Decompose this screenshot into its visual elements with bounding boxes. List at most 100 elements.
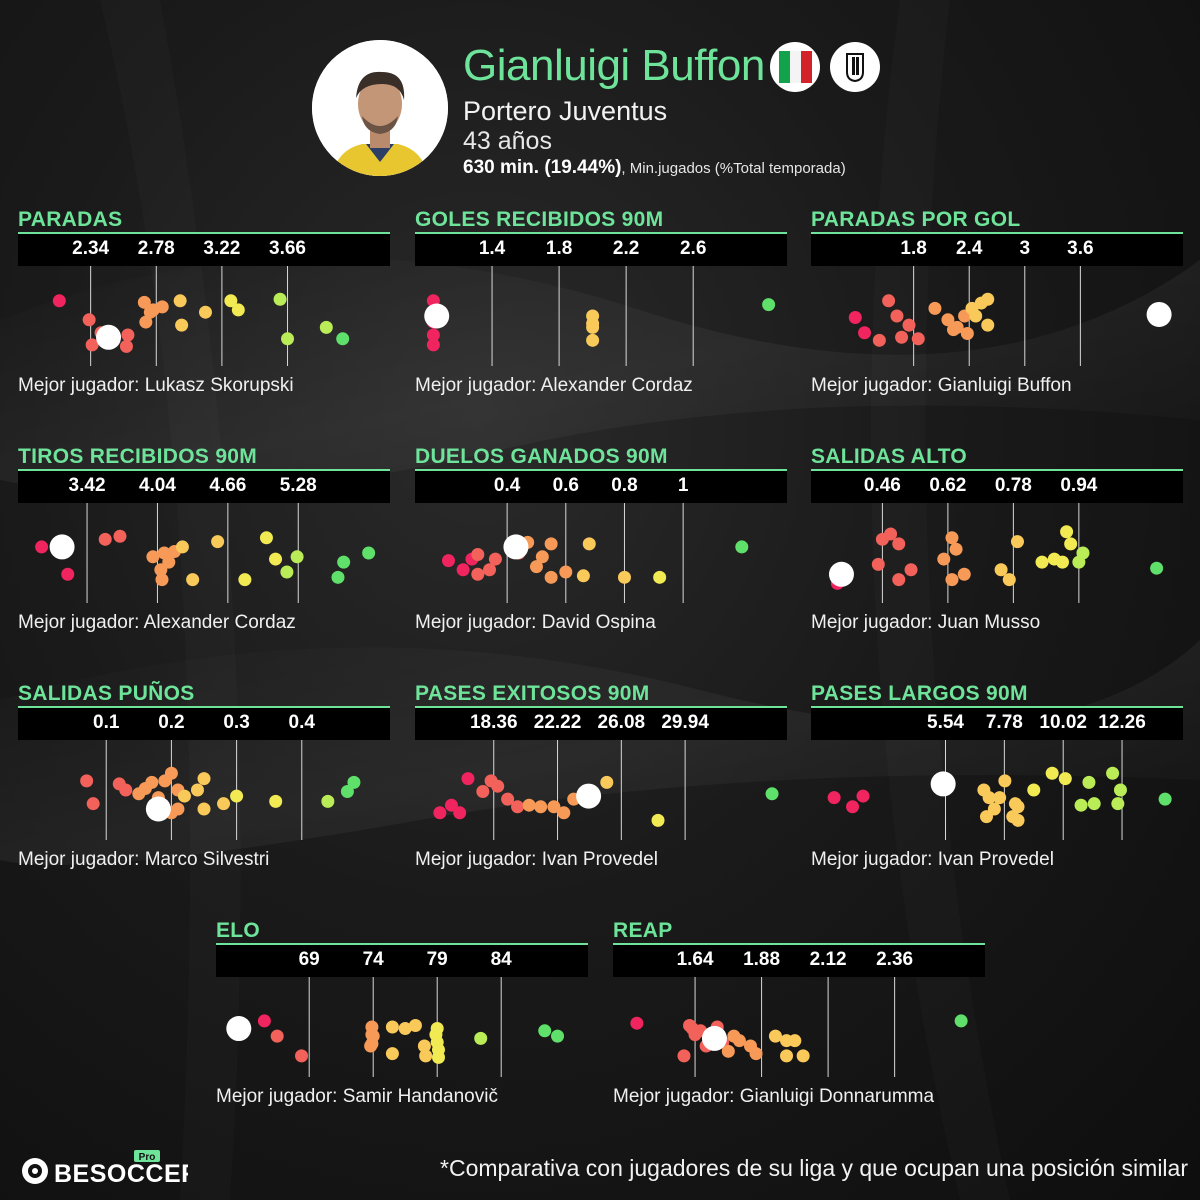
data-point (827, 791, 841, 805)
scatter-plot (35, 503, 376, 603)
panel-reap: REAP 1.64 1.88 2.12 2.36 Mejor jugador: Gianl… (613, 918, 985, 1118)
data-point (224, 294, 238, 308)
data-point (721, 1044, 735, 1058)
tick-bar (811, 234, 1183, 266)
data-point (576, 569, 590, 583)
data-point (780, 1049, 794, 1063)
tick-label: 2.4 (955, 238, 983, 259)
data-point (1106, 766, 1120, 780)
data-point (981, 292, 995, 306)
data-point (586, 317, 600, 331)
data-point (186, 573, 200, 587)
logo-text: BESOCCER (54, 1160, 188, 1188)
panel-elo: ELO 69 74 79 84 Mejor jugador: Samir Handanov… (216, 918, 588, 1118)
data-point (198, 305, 212, 319)
title-underline (613, 943, 985, 945)
player-highlight-point (701, 1025, 727, 1051)
panel-title: SALIDAS ALTO (811, 445, 968, 468)
data-point (945, 573, 959, 587)
data-point (981, 318, 995, 332)
tick-bar (811, 471, 1183, 503)
tick-bar (415, 234, 787, 266)
data-point (994, 563, 1008, 577)
tick-bar (613, 945, 985, 977)
data-point (551, 1029, 565, 1043)
data-point (1011, 813, 1025, 827)
tick-label: 5.28 (279, 475, 317, 496)
data-point (385, 1020, 399, 1034)
best-player-label: Mejor jugador: Juan Musso (811, 612, 1041, 633)
data-point (257, 1014, 271, 1028)
data-point (164, 766, 178, 780)
scatter-plot (828, 503, 1164, 603)
data-point (471, 548, 485, 562)
data-point (653, 570, 667, 584)
panel-title: PARADAS POR GOL (811, 208, 1021, 231)
tick-label: 0.78 (994, 475, 1032, 496)
panel-salidas-punos: SALIDAS PUÑOS 0.1 0.2 0.3 0.4 Mejor jugador: … (18, 681, 390, 881)
data-point (197, 772, 211, 786)
panel-title: PARADAS (18, 208, 123, 231)
tick-label: 2.6 (679, 238, 707, 259)
tick-label: 3.42 (68, 475, 106, 496)
data-point (190, 783, 204, 797)
data-point (197, 802, 211, 816)
player-highlight-point (828, 561, 854, 587)
data-point (1027, 783, 1041, 797)
data-point (336, 332, 350, 346)
tick-label: 0.3 (223, 712, 250, 733)
data-point (1158, 792, 1172, 806)
title-underline (216, 943, 588, 945)
tick-bar (811, 708, 1183, 740)
data-point (957, 567, 971, 581)
best-player-label: Mejor jugador: Gianluigi Donnarumma (613, 1086, 935, 1107)
minutes-value: 630 min. (19.44%) (463, 157, 622, 178)
data-point (85, 338, 99, 352)
data-point (319, 320, 333, 334)
data-point (340, 785, 354, 799)
tick-label: 3.22 (203, 238, 241, 259)
data-point (146, 550, 160, 564)
best-player-label: Mejor jugador: Lukasz Skorupski (18, 375, 294, 396)
panel-title: SALIDAS PUÑOS (18, 682, 195, 705)
data-point (488, 552, 502, 566)
data-point (582, 537, 596, 551)
data-point (471, 567, 485, 581)
player-highlight-point (226, 1016, 252, 1042)
data-point (177, 789, 191, 803)
best-player-label: Mejor jugador: Marco Silvestri (18, 849, 270, 870)
tick-label: 0.4 (493, 475, 521, 496)
panel-goles-recibidos-90m: GOLES RECIBIDOS 90M 1.4 1.8 2.2 2.6 Mejor jug… (415, 207, 787, 407)
data-point (735, 540, 749, 554)
panel-paradas-por-gol: PARADAS POR GOL 1.8 2.4 3 3.6 Mejor jugador: … (811, 207, 1183, 407)
best-player-label: Mejor jugador: David Ospina (415, 612, 656, 633)
data-point (538, 1024, 552, 1038)
data-point (1082, 775, 1096, 789)
data-point (119, 339, 133, 353)
player-photo (312, 40, 448, 176)
data-point (337, 555, 351, 569)
data-point (1113, 783, 1127, 797)
data-point (331, 570, 345, 584)
data-point (433, 806, 447, 820)
scatter-plot (226, 977, 565, 1077)
data-point (1035, 555, 1049, 569)
panel-duelos-ganados-90m: DUELOS GANADOS 90M 0.4 0.6 0.8 1 Mejor jugado… (415, 444, 787, 644)
data-point (1060, 525, 1074, 539)
tick-label: 12.26 (1098, 712, 1146, 733)
data-point (461, 772, 475, 786)
data-point (1055, 555, 1069, 569)
tick-label: 2.2 (612, 238, 640, 259)
besoccer-logo: Pro BESOCCER (18, 1150, 199, 1190)
tick-label: 3.66 (269, 238, 307, 259)
data-point (238, 573, 252, 587)
data-point (175, 318, 189, 332)
data-point (453, 806, 467, 820)
tick-bar (18, 234, 390, 266)
scatter-plot (424, 266, 776, 366)
title-underline (415, 469, 787, 471)
player-highlight-point (424, 303, 450, 329)
tick-label: 18.36 (469, 712, 518, 733)
best-player-label: Mejor jugador: Samir Handanovič (216, 1086, 498, 1107)
tick-label: 1 (677, 475, 689, 496)
